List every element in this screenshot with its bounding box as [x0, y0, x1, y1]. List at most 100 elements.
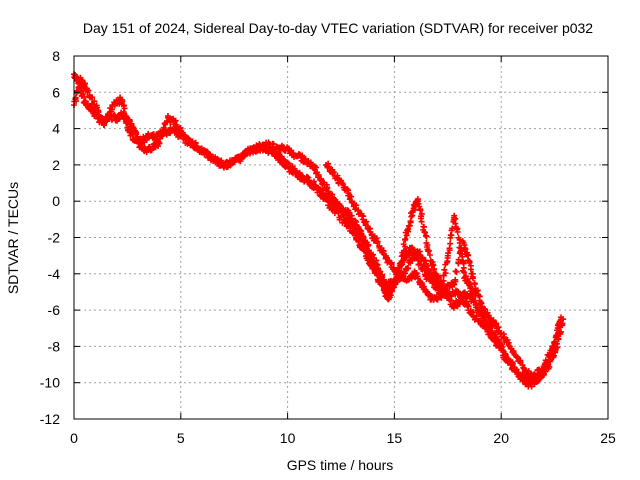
data-point-interp: [449, 225, 456, 232]
data-point-interp: [454, 228, 461, 235]
data-point-interp: [311, 163, 318, 170]
data-point-interp: [420, 223, 427, 230]
data-point-interp: [453, 268, 460, 275]
data-point-interp: [91, 98, 98, 105]
data-point-interp: [324, 185, 331, 192]
data-point-interp: [378, 272, 385, 279]
data-point-interp: [423, 233, 430, 240]
data-point: [451, 281, 458, 288]
data-point-interp: [505, 339, 512, 346]
data-point-interp: [405, 265, 412, 272]
data-point-interp: [555, 335, 562, 342]
data-point-interp: [172, 117, 179, 124]
data-point-interp: [425, 247, 432, 254]
data-point-interp: [121, 105, 128, 112]
data-point-interp: [525, 368, 532, 375]
y-tick-label: -8: [48, 338, 61, 354]
data-point-interp: [231, 159, 238, 166]
y-tick-label: 6: [52, 84, 60, 100]
data-point-interp: [313, 164, 320, 171]
data-point-interp: [270, 141, 277, 148]
data-point-interp: [397, 260, 404, 267]
data-point-interp: [329, 191, 336, 198]
data-point-interp: [119, 98, 126, 105]
data-point-interp: [400, 247, 407, 254]
axis-ticks: [73, 55, 609, 420]
data-point-interp: [96, 114, 103, 121]
data-point-interp: [338, 212, 345, 219]
data-point-interp: [418, 210, 425, 217]
y-tick-label: 2: [52, 157, 60, 173]
y-tick-label: -10: [40, 375, 60, 391]
data-point-interp: [462, 246, 469, 253]
data-point-interp: [422, 257, 429, 264]
data-point-interp: [299, 152, 306, 159]
data-point-interp: [89, 94, 96, 101]
series-trace-c: [241, 139, 479, 299]
data-point-interp: [363, 218, 370, 225]
y-tick-label: -4: [48, 266, 61, 282]
data-point-interp: [403, 232, 410, 239]
chart-title: Day 151 of 2024, Sidereal Day-to-day VTE…: [83, 20, 593, 36]
data-point-interp: [366, 225, 373, 232]
data-point-interp: [495, 337, 502, 344]
data-point-interp: [493, 320, 500, 327]
x-tick-label: 10: [280, 430, 296, 446]
data-point-interp: [101, 122, 108, 129]
data-point-interp: [293, 169, 300, 176]
data-point-interp: [380, 276, 387, 283]
series-trace-b: [71, 74, 565, 390]
data-point-interp: [171, 118, 178, 125]
x-tick-label: 20: [493, 430, 509, 446]
data-point-interp: [473, 313, 480, 320]
data-point-interp: [85, 87, 92, 94]
data-point-interp: [360, 213, 367, 220]
y-tick-label: -2: [48, 230, 61, 246]
data-point-interp: [104, 115, 111, 122]
x-axis-label: GPS time / hours: [287, 457, 394, 473]
data-point-interp: [353, 228, 360, 235]
data-point: [558, 328, 565, 335]
data-point-interp: [402, 243, 409, 250]
data-point-interp: [441, 266, 448, 273]
data-point-interp: [161, 128, 168, 135]
data-point-interp: [342, 210, 349, 217]
data-point-interp: [388, 261, 395, 268]
data-point-interp: [95, 109, 102, 116]
data-point-interp: [455, 256, 462, 263]
x-tick-label: 0: [70, 430, 78, 446]
data-point-interp: [402, 236, 409, 243]
x-tick-label: 15: [387, 430, 403, 446]
tick-labels: 0 5 10 15 20 25 -12 -10 -8 -6 -4 -2 0 2 4 6 8: [40, 48, 616, 446]
x-tick-label: 5: [177, 430, 185, 446]
data-point-interp: [482, 306, 489, 313]
data-point-interp: [368, 255, 375, 262]
data-point-interp: [374, 238, 381, 245]
data-point-interp: [198, 145, 205, 152]
data-point-interp: [452, 276, 459, 283]
data-point-interp: [429, 272, 436, 279]
x-tick-label: 25: [600, 430, 616, 446]
data-point-interp: [388, 283, 395, 290]
data-point-interp: [325, 163, 332, 170]
data-point-interp: [417, 207, 424, 214]
y-tick-label: 0: [52, 193, 60, 209]
data-point-interp: [302, 156, 309, 163]
data-points: [71, 71, 567, 390]
data-point: [558, 314, 565, 321]
data-point-interp: [464, 276, 471, 283]
data-point: [152, 134, 159, 141]
data-point-interp: [546, 363, 553, 370]
data-point-interp: [459, 257, 466, 264]
data-point-interp: [74, 87, 81, 94]
data-point-interp: [420, 283, 427, 290]
data-point-interp: [82, 98, 89, 105]
data-point-interp: [550, 352, 557, 359]
data-point-interp: [553, 340, 560, 347]
data-point-interp: [418, 218, 425, 225]
data-point-interp: [237, 158, 244, 165]
data-point-interp: [80, 91, 87, 98]
series-trace-d: [323, 160, 565, 384]
data-point-interp: [442, 270, 449, 277]
